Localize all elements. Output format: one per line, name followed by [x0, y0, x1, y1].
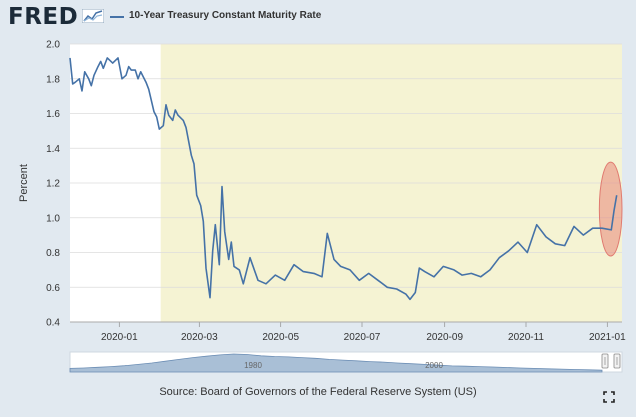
- y-axis-ticks: 0.4 0.6 0.8 1.0 1.2 1.4 1.6 1.8 2.0: [46, 40, 60, 329]
- navigator[interactable]: 1980 2000: [69, 351, 623, 373]
- legend-series-label[interactable]: 10-Year Treasury Constant Maturity Rate: [129, 10, 322, 21]
- y-tick-label: 1.2: [46, 179, 60, 190]
- fred-logo-graph-icon: [82, 9, 104, 23]
- navigator-area: [69, 353, 603, 373]
- x-tick-label: 2020-09: [426, 332, 463, 343]
- y-tick-label: 0.8: [46, 248, 60, 259]
- chart-header: FRED 10-Year Treasury Constant Maturity …: [0, 0, 636, 34]
- x-tick-label: 2020-05: [262, 332, 299, 343]
- highlight-ellipse: [598, 161, 623, 257]
- y-tick-label: 0.4: [46, 318, 60, 329]
- navigator-label-2000: 2000: [425, 361, 443, 370]
- x-tick-label: 2020-01: [101, 332, 138, 343]
- source-note: Source: Board of Governors of the Federa…: [159, 386, 477, 398]
- fred-logo[interactable]: FRED: [8, 4, 79, 30]
- x-tick-label: 2020-03: [181, 332, 218, 343]
- series-line: [69, 57, 618, 301]
- y-tick-label: 1.8: [46, 74, 60, 85]
- x-tick-label: 2020-07: [344, 332, 381, 343]
- fullscreen-icon[interactable]: [603, 391, 615, 406]
- y-tick-label: 2.0: [46, 40, 60, 51]
- y-tick-label: 1.6: [46, 109, 60, 120]
- y-tick-label: 1.0: [46, 213, 60, 224]
- y-tick-label: 1.4: [46, 144, 60, 155]
- x-tick-label: 2020-11: [508, 332, 544, 343]
- expand-icon[interactable]: [603, 391, 615, 403]
- x-axis-ticks: 2020-01 2020-03 2020-05 2020-07 2020-09 2020-…: [70, 321, 626, 343]
- navigator-label-1980: 1980: [244, 361, 262, 370]
- y-tick-label: 0.6: [46, 283, 60, 294]
- x-tick-label: 2021-01: [589, 332, 626, 343]
- y-axis-label: Percent: [18, 164, 30, 202]
- legend-series-swatch: [110, 16, 124, 18]
